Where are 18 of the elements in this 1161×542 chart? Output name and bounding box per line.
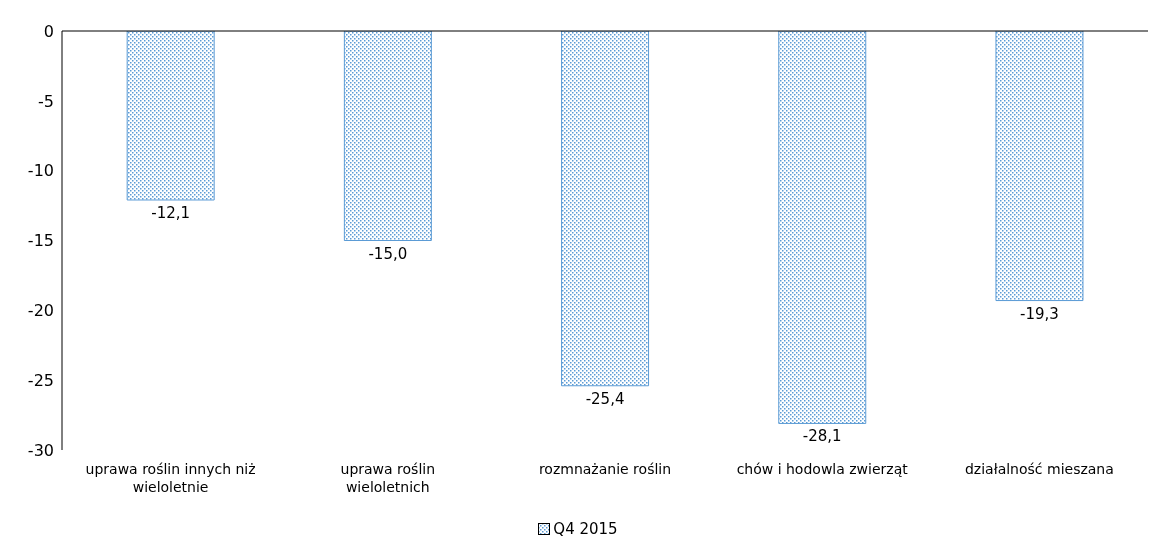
y-tick-label: -5	[38, 91, 54, 111]
y-tick-label: -10	[27, 161, 54, 181]
data-label: -28,1	[802, 427, 842, 446]
x-tick-label: rozmnażanie roślin	[538, 460, 672, 477]
data-label: -19,3	[1020, 304, 1059, 323]
y-tick-label: -20	[27, 301, 54, 321]
legend-label: Q4 2015	[552, 520, 618, 538]
y-tick-label: 0	[43, 21, 54, 41]
x-tick-label: uprawa roślin wieloletnich	[340, 460, 436, 496]
y-tick-label: -25	[27, 370, 54, 390]
x-tick-label: działalność mieszana	[964, 460, 1114, 477]
y-tick-label: -15	[27, 231, 54, 251]
x-tick-label: chów i hodowla zwierząt	[736, 460, 909, 477]
y-tick-label: -30	[27, 440, 54, 460]
x-tick-label: uprawa roślin innych niż wieloletnie	[85, 460, 256, 496]
data-label: -15,0	[368, 244, 408, 263]
data-label: -25,4	[585, 389, 625, 408]
data-label: -12,1	[151, 204, 191, 222]
